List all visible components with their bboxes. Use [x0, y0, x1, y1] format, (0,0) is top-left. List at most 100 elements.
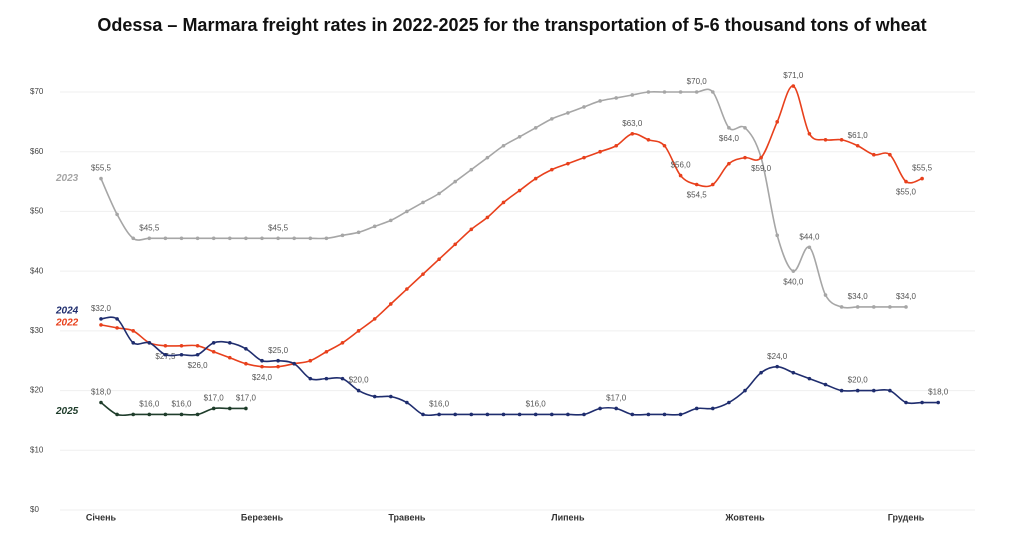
- point: [356, 388, 361, 393]
- data-label: $16,0: [139, 400, 160, 409]
- point: [244, 236, 248, 241]
- point: [260, 364, 264, 369]
- point: [662, 412, 667, 417]
- point: [550, 167, 554, 172]
- point: [501, 200, 506, 205]
- point: [372, 224, 377, 229]
- point: [711, 90, 715, 94]
- y-tick-label: $20: [30, 386, 44, 395]
- data-label: $20,0: [848, 376, 869, 385]
- point: [678, 412, 683, 417]
- point: [437, 191, 441, 196]
- y-tick-label: $10: [30, 445, 44, 454]
- point: [179, 412, 184, 417]
- point: [517, 134, 522, 139]
- point: [872, 305, 876, 309]
- point: [727, 400, 731, 405]
- series-name: 2025: [55, 406, 79, 417]
- point: [99, 400, 103, 405]
- point: [115, 317, 119, 321]
- point: [228, 341, 232, 345]
- point: [485, 215, 490, 220]
- data-label: $63,0: [622, 119, 643, 128]
- y-tick-label: $0: [30, 505, 39, 514]
- point: [711, 406, 715, 411]
- point: [743, 155, 747, 160]
- point: [533, 412, 538, 417]
- series-line: [100, 316, 939, 417]
- point: [807, 376, 812, 381]
- point: [485, 155, 490, 160]
- point: [855, 143, 860, 148]
- y-tick-label: $40: [30, 266, 44, 275]
- point: [485, 412, 490, 417]
- point: [115, 212, 119, 217]
- point: [99, 176, 103, 181]
- point: [372, 394, 377, 399]
- point: [260, 236, 264, 241]
- point: [646, 137, 651, 142]
- point: [469, 412, 474, 417]
- point: [195, 236, 200, 241]
- point: [211, 341, 216, 345]
- point: [662, 143, 667, 148]
- point: [389, 302, 393, 306]
- point: [276, 358, 280, 363]
- point: [920, 176, 924, 181]
- data-label: $54,5: [687, 191, 708, 200]
- series-line: [100, 401, 246, 417]
- point: [598, 406, 602, 411]
- data-label: $18,0: [91, 388, 112, 397]
- point: [421, 200, 425, 205]
- y-tick-label: $50: [30, 207, 44, 216]
- point: [469, 167, 474, 172]
- data-label: $26,0: [188, 361, 209, 370]
- point: [550, 412, 554, 417]
- point: [904, 179, 908, 184]
- point: [115, 412, 119, 417]
- point: [855, 305, 860, 309]
- point: [727, 126, 731, 130]
- point: [566, 412, 570, 417]
- point: [356, 329, 361, 333]
- data-label: $32,0: [91, 304, 112, 313]
- y-tick-label: $30: [30, 326, 44, 335]
- data-label: $16,0: [171, 400, 192, 409]
- point: [614, 96, 618, 100]
- point: [662, 90, 667, 94]
- point: [389, 218, 393, 223]
- point: [855, 388, 860, 393]
- point: [888, 305, 892, 309]
- point: [372, 317, 377, 321]
- data-label: $34,0: [848, 292, 869, 301]
- point: [421, 412, 425, 417]
- point: [244, 361, 248, 366]
- point: [244, 346, 248, 351]
- point: [244, 406, 248, 411]
- point: [179, 343, 184, 348]
- point: [437, 257, 441, 262]
- point: [646, 90, 651, 94]
- point: [308, 358, 313, 363]
- point: [147, 236, 152, 241]
- data-label: $61,0: [848, 131, 869, 140]
- point: [131, 341, 135, 345]
- point: [292, 361, 297, 366]
- series-name: 2023: [55, 173, 79, 184]
- point: [711, 182, 715, 187]
- point: [904, 400, 908, 405]
- point: [405, 287, 409, 291]
- point: [308, 236, 313, 241]
- point: [405, 400, 409, 405]
- data-label: $55,5: [91, 164, 112, 173]
- point: [936, 400, 940, 405]
- point: [179, 352, 184, 357]
- data-label: $34,0: [896, 292, 917, 301]
- point: [743, 126, 747, 130]
- series-name: 2022: [55, 318, 79, 329]
- point: [99, 317, 103, 321]
- point: [437, 412, 441, 417]
- point: [807, 245, 812, 250]
